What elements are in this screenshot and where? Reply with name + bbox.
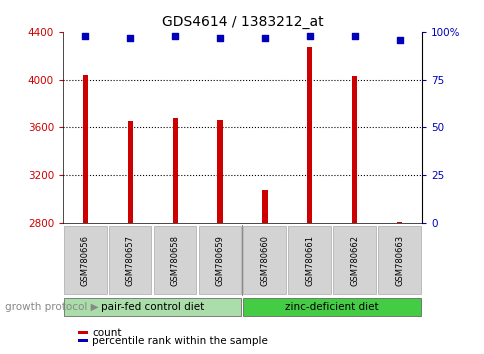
Text: GSM780657: GSM780657 bbox=[125, 235, 135, 286]
Text: GSM780661: GSM780661 bbox=[304, 235, 314, 286]
Point bbox=[81, 33, 89, 39]
FancyBboxPatch shape bbox=[287, 226, 330, 294]
FancyBboxPatch shape bbox=[243, 226, 286, 294]
FancyBboxPatch shape bbox=[243, 298, 420, 316]
Point bbox=[216, 35, 224, 40]
Text: GSM780662: GSM780662 bbox=[349, 235, 359, 286]
Text: count: count bbox=[92, 328, 121, 338]
Point bbox=[350, 33, 358, 39]
Bar bbox=[127, 121, 133, 223]
Text: GSM780663: GSM780663 bbox=[394, 235, 403, 286]
FancyBboxPatch shape bbox=[108, 226, 151, 294]
Bar bbox=[351, 76, 357, 223]
FancyBboxPatch shape bbox=[153, 226, 196, 294]
FancyBboxPatch shape bbox=[377, 226, 420, 294]
FancyBboxPatch shape bbox=[64, 298, 241, 316]
Point bbox=[260, 35, 268, 40]
Bar bbox=[83, 75, 88, 223]
Text: GSM780656: GSM780656 bbox=[81, 235, 90, 286]
Text: GSM780660: GSM780660 bbox=[260, 235, 269, 286]
Point bbox=[171, 33, 179, 39]
Point bbox=[126, 35, 134, 40]
Bar bbox=[217, 120, 222, 223]
Bar bbox=[262, 190, 267, 223]
Text: GSM780658: GSM780658 bbox=[170, 235, 180, 286]
Point bbox=[395, 37, 403, 42]
Point bbox=[305, 33, 313, 39]
FancyBboxPatch shape bbox=[333, 226, 375, 294]
Text: pair-fed control diet: pair-fed control diet bbox=[101, 302, 204, 312]
Text: GSM780659: GSM780659 bbox=[215, 235, 224, 286]
Bar bbox=[77, 331, 88, 334]
FancyBboxPatch shape bbox=[64, 226, 106, 294]
Text: percentile rank within the sample: percentile rank within the sample bbox=[92, 336, 268, 346]
Bar bbox=[77, 339, 88, 342]
FancyBboxPatch shape bbox=[198, 226, 241, 294]
Text: zinc-deficient diet: zinc-deficient diet bbox=[285, 302, 378, 312]
Bar bbox=[172, 118, 178, 223]
Title: GDS4614 / 1383212_at: GDS4614 / 1383212_at bbox=[161, 16, 323, 29]
Bar bbox=[396, 222, 401, 223]
Bar bbox=[306, 47, 312, 223]
Text: growth protocol ▶: growth protocol ▶ bbox=[5, 302, 98, 312]
